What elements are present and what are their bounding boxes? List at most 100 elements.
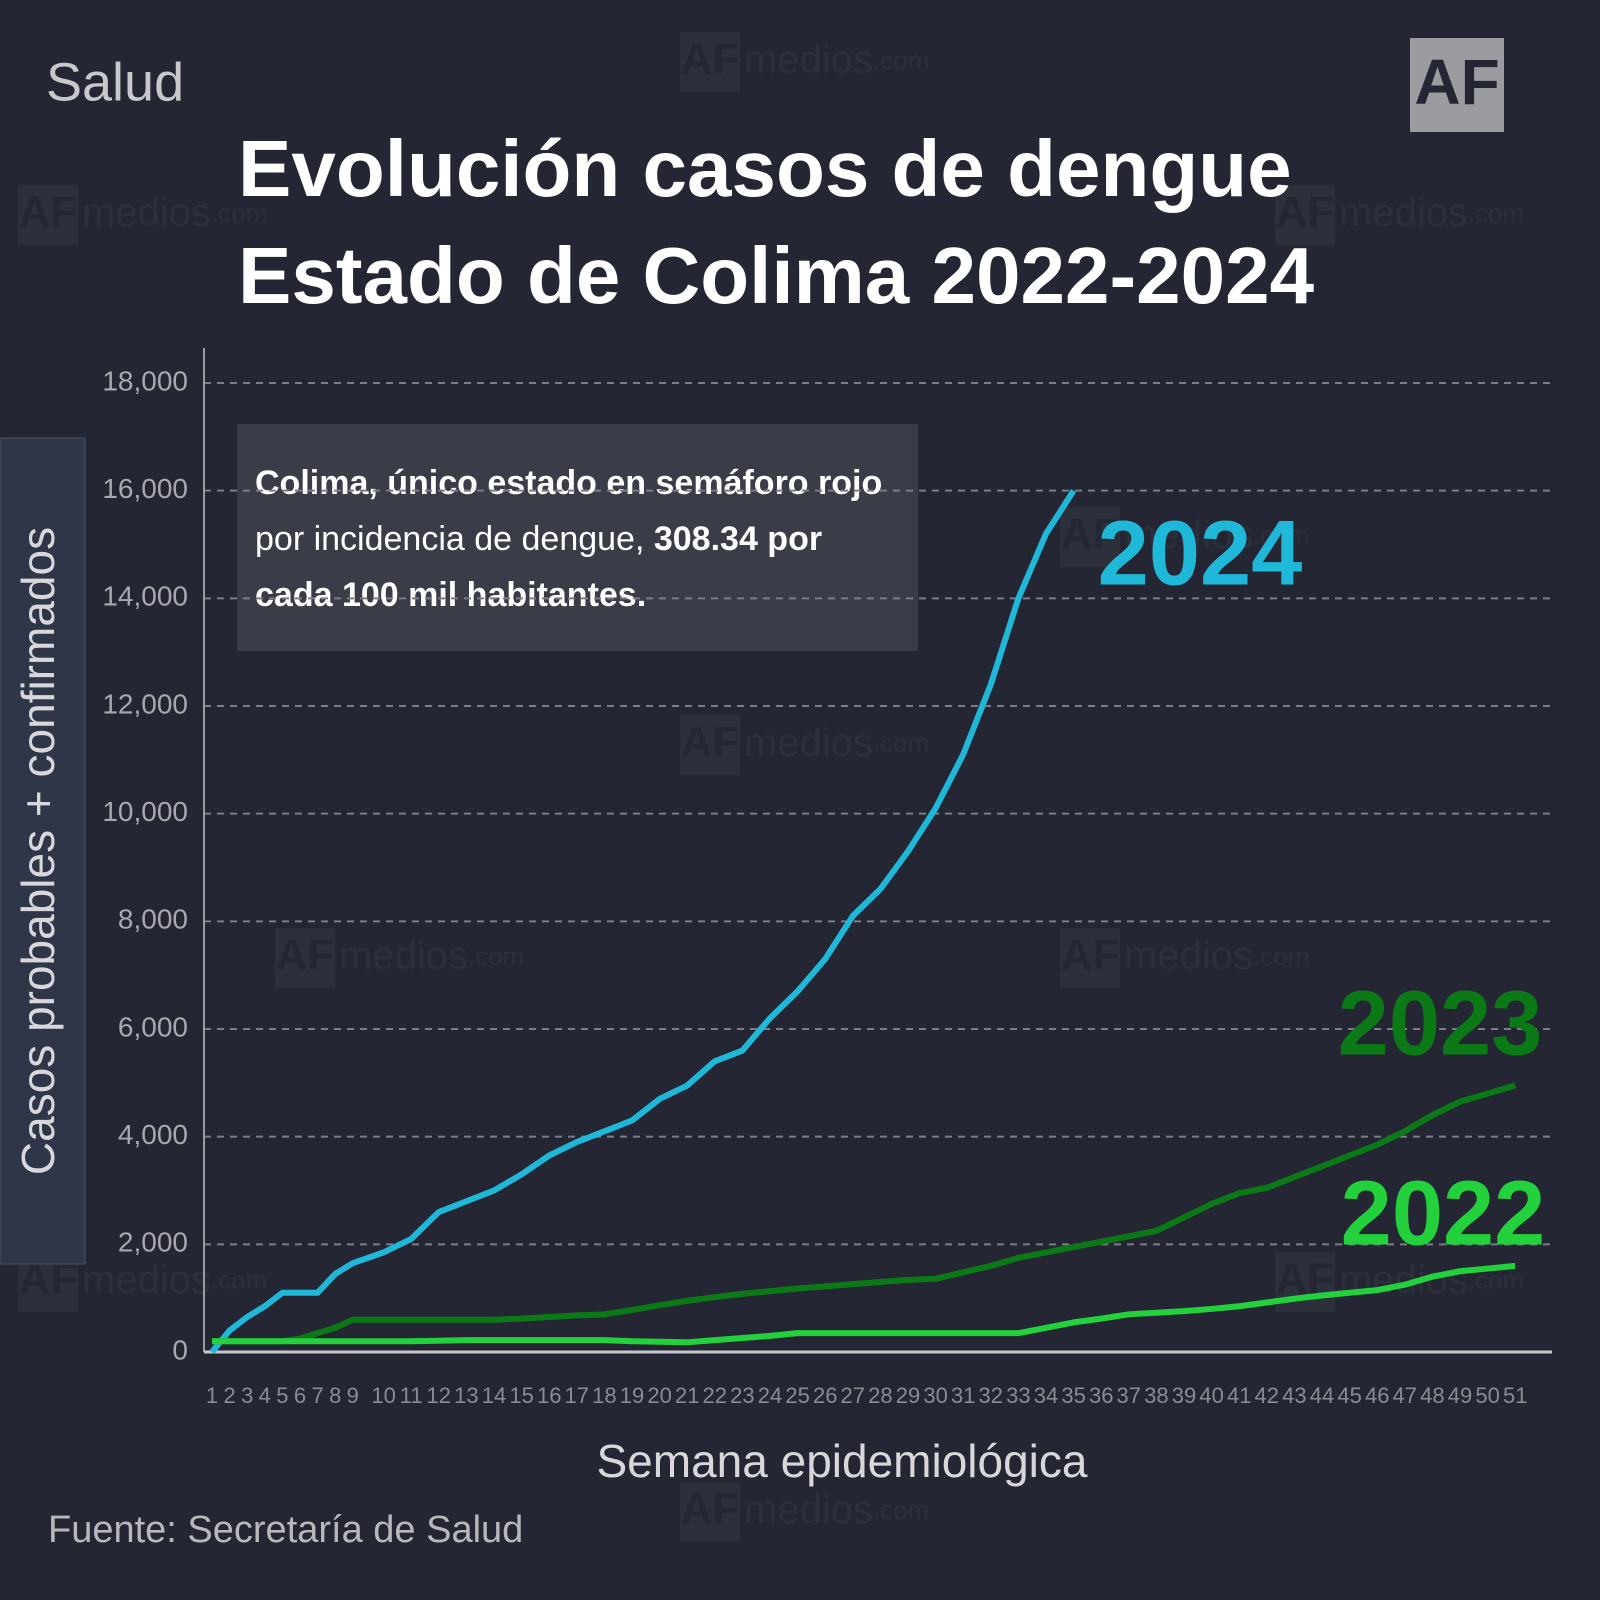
watermark-logo: AF xyxy=(19,188,78,237)
x-tick-label: 27 xyxy=(841,1383,865,1408)
x-tick-label: 43 xyxy=(1282,1383,1306,1408)
x-tick-label: 46 xyxy=(1365,1383,1389,1408)
watermark-name: medios.com xyxy=(82,1258,267,1302)
y-tick-label: 14,000 xyxy=(102,581,188,612)
watermark-name: medios.com xyxy=(744,1488,929,1532)
x-axis-label: Semana epidemiológica xyxy=(597,1435,1088,1487)
source: Fuente: Secretaría de Salud xyxy=(48,1509,523,1551)
x-tick-label: 6 xyxy=(294,1383,306,1408)
y-tick-label: 6,000 xyxy=(118,1011,188,1042)
x-tick-label: 31 xyxy=(951,1383,975,1408)
x-tick-label: 34 xyxy=(1034,1383,1058,1408)
x-tick-label: 36 xyxy=(1089,1383,1113,1408)
annotation: cada 100 mil habitantes. xyxy=(255,576,646,614)
x-tick-label: 22 xyxy=(703,1383,727,1408)
x-tick-label: 11 xyxy=(400,1383,423,1408)
x-tick-label: 16 xyxy=(537,1383,561,1408)
watermark-name: medios.com xyxy=(1124,513,1309,557)
watermark-logo: AF xyxy=(276,931,335,980)
x-tick-label: 4 xyxy=(259,1383,271,1408)
watermark-logo: AF xyxy=(1061,931,1120,980)
y-tick-label: 8,000 xyxy=(118,904,188,935)
x-tick-label: 20 xyxy=(647,1383,671,1408)
logo: AF xyxy=(1414,46,1499,118)
x-tick-label: 32 xyxy=(979,1383,1003,1408)
x-tick-label: 50 xyxy=(1475,1383,1499,1408)
y-tick-label: 0 xyxy=(172,1334,188,1365)
annotation: por incidencia de dengue, 308.34 por xyxy=(255,520,822,558)
x-tick-label: 7 xyxy=(311,1383,323,1408)
x-tick-label: 24 xyxy=(758,1383,782,1408)
x-tick-label: 48 xyxy=(1420,1383,1444,1408)
x-tick-label: 2 xyxy=(223,1383,235,1408)
watermark-name: medios.com xyxy=(1124,934,1309,978)
x-tick-label: 35 xyxy=(1061,1383,1085,1408)
watermark-box xyxy=(680,715,740,775)
x-tick-label: 17 xyxy=(565,1383,589,1408)
x-tick-label: 49 xyxy=(1448,1383,1472,1408)
y-tick-label: 2,000 xyxy=(118,1227,188,1258)
x-tick-label: 21 xyxy=(675,1383,699,1408)
x-tick-label: 9 xyxy=(347,1383,359,1408)
watermark-logo: AF xyxy=(1061,510,1120,559)
line-series xyxy=(209,489,1077,1354)
x-tick-label: 38 xyxy=(1144,1383,1168,1408)
y-tick-label: 10,000 xyxy=(102,796,188,827)
series-label: 2022 xyxy=(1341,1162,1546,1264)
x-tick-label: 37 xyxy=(1117,1383,1141,1408)
watermark-name: medios.com xyxy=(744,38,929,82)
watermark-name: medios.com xyxy=(339,934,524,978)
watermark-name: medios.com xyxy=(744,721,929,765)
watermark-box xyxy=(18,185,78,245)
watermark-box xyxy=(1060,507,1120,567)
y-tick-label: 16,000 xyxy=(102,473,188,504)
y-tick-label: 18,000 xyxy=(102,365,188,396)
line-series xyxy=(212,1262,1516,1346)
x-tick-label: 44 xyxy=(1310,1383,1334,1408)
watermark-logo: AF xyxy=(1276,188,1335,237)
x-tick-label: 10 xyxy=(371,1383,395,1408)
x-tick-label: 15 xyxy=(509,1383,533,1408)
watermark-box xyxy=(680,1482,740,1542)
section: Salud xyxy=(46,52,184,112)
x-tick-label: 3 xyxy=(241,1383,253,1408)
watermark-box xyxy=(1275,185,1335,245)
y-axis-label: Casos probables + confirmados xyxy=(12,527,64,1175)
chart-title: Evolución casos de dengue xyxy=(238,124,1292,213)
x-tick-label: 42 xyxy=(1255,1383,1279,1408)
x-tick-label: 39 xyxy=(1172,1383,1196,1408)
x-tick-label: 5 xyxy=(276,1383,288,1408)
annotation-box xyxy=(237,424,918,651)
watermark-box xyxy=(1060,928,1120,988)
y-tick-label: 4,000 xyxy=(118,1119,188,1150)
x-tick-label: 26 xyxy=(813,1383,837,1408)
x-tick-label: 1 xyxy=(206,1383,218,1408)
watermark-box xyxy=(680,32,740,92)
watermark-name: medios.com xyxy=(82,191,267,235)
x-tick-label: 14 xyxy=(482,1383,506,1408)
x-tick-label: 45 xyxy=(1337,1383,1361,1408)
annotation: Colima, único estado en semáforo rojo xyxy=(255,464,882,502)
x-tick-label: 19 xyxy=(620,1383,644,1408)
y-label-box xyxy=(0,437,86,1265)
x-tick-label: 8 xyxy=(329,1383,341,1408)
watermark-name: medios.com xyxy=(1339,191,1524,235)
x-tick-label: 13 xyxy=(454,1383,478,1408)
x-tick-label: 29 xyxy=(896,1383,920,1408)
watermark-logo: AF xyxy=(681,1485,740,1534)
x-tick-label: 47 xyxy=(1393,1383,1417,1408)
series-label: 2023 xyxy=(1338,972,1543,1074)
x-tick-label: 23 xyxy=(730,1383,754,1408)
watermark-box xyxy=(275,928,335,988)
x-tick-label: 41 xyxy=(1227,1383,1251,1408)
x-tick-label: 28 xyxy=(868,1383,892,1408)
x-tick-label: 18 xyxy=(592,1383,616,1408)
series-label: 2024 xyxy=(1098,502,1303,604)
x-tick-label: 51 xyxy=(1503,1383,1527,1408)
chart-title: Estado de Colima 2022-2024 xyxy=(238,231,1315,320)
x-tick-label: 25 xyxy=(785,1383,809,1408)
watermark-logo: AF xyxy=(681,35,740,84)
x-tick-label: 33 xyxy=(1006,1383,1030,1408)
